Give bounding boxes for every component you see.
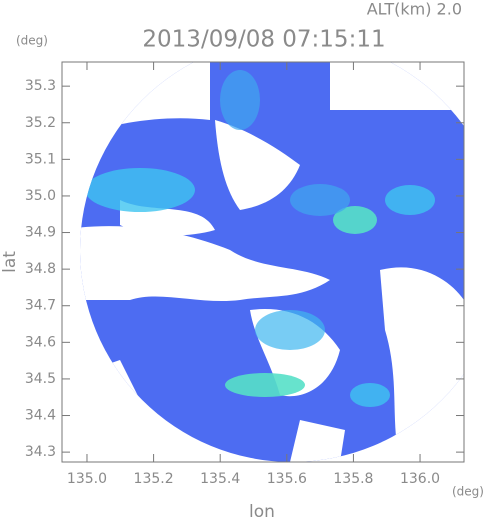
x-tick-label: 135.0 (67, 471, 107, 487)
y-tick-label: 34.4 (25, 408, 56, 424)
x-tick-label: 135.4 (200, 471, 240, 487)
x-axis-label: lon (249, 502, 275, 521)
x-unit: (deg) (452, 485, 484, 499)
plot-frame (61, 61, 465, 463)
chart-title: 2013/09/08 07:15:11 (142, 27, 385, 53)
y-tick-label: 34.5 (25, 371, 56, 387)
y-tick-label: 35.1 (25, 151, 56, 167)
x-tick-label: 135.8 (333, 471, 373, 487)
y-tick-label: 34.8 (25, 261, 56, 277)
y-unit: (deg) (16, 34, 48, 48)
y-tick-label: 34.9 (25, 225, 56, 241)
y-tick-label: 35.2 (25, 115, 56, 131)
y-tick-label: 35.3 (25, 78, 56, 94)
x-tick-label: 136.0 (400, 471, 440, 487)
y-tick-label: 34.3 (25, 444, 56, 460)
x-tick-label: 135.2 (134, 471, 174, 487)
y-tick-label: 35.0 (25, 188, 56, 204)
y-tick-label: 34.7 (25, 298, 56, 314)
y-tick-label: 34.6 (25, 334, 56, 350)
radar-echo (80, 62, 464, 462)
altitude-label: ALT(km) 2.0 (367, 0, 462, 19)
y-axis-label: lat (0, 251, 20, 273)
x-tick-label: 135.6 (267, 471, 307, 487)
